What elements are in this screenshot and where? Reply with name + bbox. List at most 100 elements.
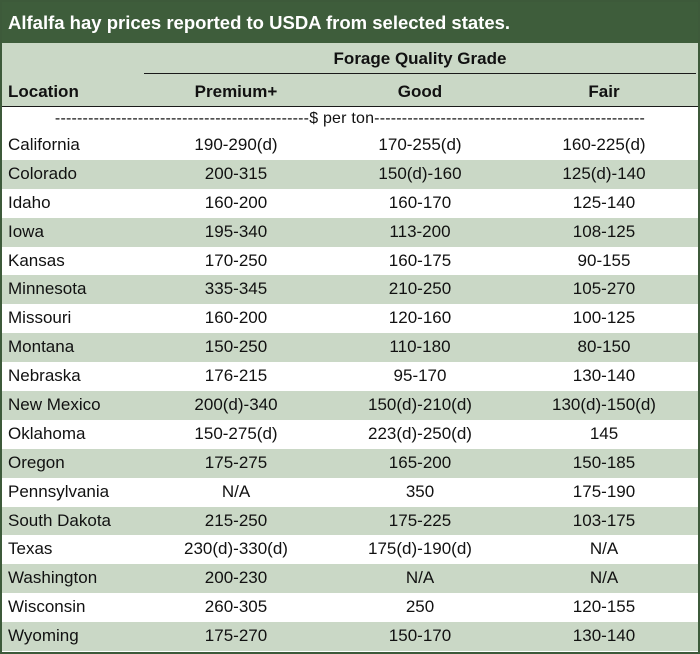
cell-fair: 130-140 (572, 626, 636, 646)
cell-good: 350 (405, 481, 435, 501)
cell-good: N/A (405, 568, 435, 588)
cell-fair: 103-175 (572, 510, 636, 530)
table-row: Missouri 160-200 120-160 100-125 (2, 304, 698, 333)
table-row: Texas 230(d)-330(d) 175(d)-190(d) N/A (2, 535, 698, 564)
cell-fair: 130-140 (572, 366, 636, 386)
cell-location: Texas (8, 539, 53, 559)
cell-location: Wisconsin (8, 597, 86, 617)
cell-location: New Mexico (8, 395, 101, 415)
cell-good: 160-170 (388, 192, 452, 212)
cell-fair: N/A (589, 568, 619, 588)
cell-location: Kansas (8, 250, 65, 270)
table-title: Alfalfa hay prices reported to USDA from… (2, 2, 698, 43)
cell-good: 110-180 (389, 337, 451, 357)
cell-location: Pennsylvania (8, 481, 110, 501)
cell-location: Montana (8, 337, 75, 357)
group-header: Forage Quality Grade (333, 49, 507, 68)
cell-good: 150(d)-210(d) (368, 395, 472, 415)
cell-good: 113-200 (389, 221, 451, 241)
table-row: Washington 200-230 N/A N/A (2, 564, 698, 594)
table-row: Pennsylvania N/A 350 175-190 (2, 478, 698, 507)
cell-premium: 195-340 (204, 221, 268, 241)
cell-good: 165-200 (388, 452, 452, 472)
cell-premium: 260-305 (204, 597, 268, 617)
cell-premium: 160-200 (204, 192, 268, 212)
cell-location: Washington (8, 568, 98, 588)
cell-fair: 100-125 (572, 308, 636, 328)
cell-premium: 170-250 (204, 250, 268, 270)
cell-premium: 175-275 (204, 452, 268, 472)
cell-good: 210-250 (388, 279, 452, 299)
cell-fair: 175-190 (572, 481, 636, 501)
cell-location: Oklahoma (8, 423, 86, 443)
cell-fair: 105-270 (572, 279, 636, 299)
cell-fair: 80-150 (577, 337, 631, 357)
cell-good: 160-175 (388, 250, 452, 270)
table-row: Nebraska 176-215 95-170 130-140 (2, 362, 698, 391)
cell-fair: 120-155 (572, 597, 636, 617)
cell-good: 95-170 (393, 366, 447, 386)
cell-premium: 150-275(d) (194, 423, 278, 443)
column-header-premium: Premium+ (194, 82, 278, 101)
cell-premium: 230(d)-330(d) (184, 539, 288, 559)
cell-premium: 335-345 (204, 279, 268, 299)
cell-good: 120-160 (388, 308, 452, 328)
header-rule (2, 106, 698, 107)
column-header-fair: Fair (588, 82, 620, 101)
cell-location: Minnesota (8, 279, 87, 299)
table-row: Iowa 195-340 113-200 108-125 (2, 217, 698, 247)
cell-fair: 125(d)-140 (562, 163, 646, 183)
table-row: Colorado 200-315 150(d)-160 125(d)-140 (2, 159, 698, 189)
cell-location: Colorado (8, 163, 77, 183)
cell-fair: 130(d)-150(d) (552, 395, 656, 415)
units-row: ----------------------------------------… (54, 110, 646, 127)
cell-location: Iowa (8, 221, 44, 241)
cell-fair: 90-155 (577, 250, 631, 270)
table-row: California 190-290(d) 170-255(d) 160-225(d) (2, 131, 698, 160)
cell-good: 175-225 (388, 510, 452, 530)
cell-premium: 200-230 (204, 568, 268, 588)
cell-good: 250 (405, 597, 435, 617)
cell-location: Idaho (8, 192, 51, 212)
table-row: New Mexico 200(d)-340 150(d)-210(d) 130(d)-… (2, 391, 698, 420)
header-band (2, 43, 698, 106)
cell-fair: 145 (589, 423, 619, 443)
table-row: Wyoming 175-270 150-170 130-140 (2, 622, 698, 652)
group-header-rule (144, 73, 696, 74)
column-header-location: Location (8, 82, 79, 101)
cell-fair: 108-125 (572, 221, 636, 241)
cell-location: California (8, 135, 80, 154)
cell-premium: 200(d)-340 (194, 395, 278, 415)
cell-fair: 160-225(d) (562, 135, 646, 154)
table-row: Wisconsin 260-305 250 120-155 (2, 593, 698, 622)
cell-good: 150(d)-160 (378, 163, 462, 183)
cell-location: Oregon (8, 452, 65, 472)
cell-premium: 200-315 (204, 163, 268, 183)
table-row: South Dakota 215-250 175-225 103-175 (2, 506, 698, 536)
cell-location: Wyoming (8, 626, 79, 646)
cell-good: 170-255(d) (378, 135, 462, 154)
cell-premium: 190-290(d) (194, 135, 278, 154)
cell-good: 223(d)-250(d) (368, 423, 472, 443)
table-row: Oregon 175-275 165-200 150-185 (2, 448, 698, 478)
cell-fair: N/A (589, 539, 619, 559)
cell-premium: 215-250 (204, 510, 268, 530)
table-row: Idaho 160-200 160-170 125-140 (2, 189, 698, 218)
table-row: Oklahoma 150-275(d) 223(d)-250(d) 145 (2, 420, 698, 449)
cell-premium: 176-215 (204, 366, 268, 386)
cell-premium: 175-270 (204, 626, 268, 646)
cell-location: South Dakota (8, 510, 112, 530)
column-header-good: Good (397, 82, 443, 101)
table-body: California 190-290(d) 170-255(d) 160-225(d)… (2, 131, 698, 652)
cell-premium: 160-200 (204, 308, 268, 328)
cell-location: Missouri (8, 308, 72, 328)
cell-premium: 150-250 (204, 337, 268, 357)
cell-fair: 125-140 (572, 192, 636, 212)
cell-fair: 150-185 (572, 452, 636, 472)
table-row: Kansas 170-250 160-175 90-155 (2, 247, 698, 276)
cell-location: Nebraska (8, 366, 81, 386)
table-row: Montana 150-250 110-180 80-150 (2, 333, 698, 363)
cell-premium: N/A (221, 481, 251, 501)
cell-good: 150-170 (388, 626, 452, 646)
